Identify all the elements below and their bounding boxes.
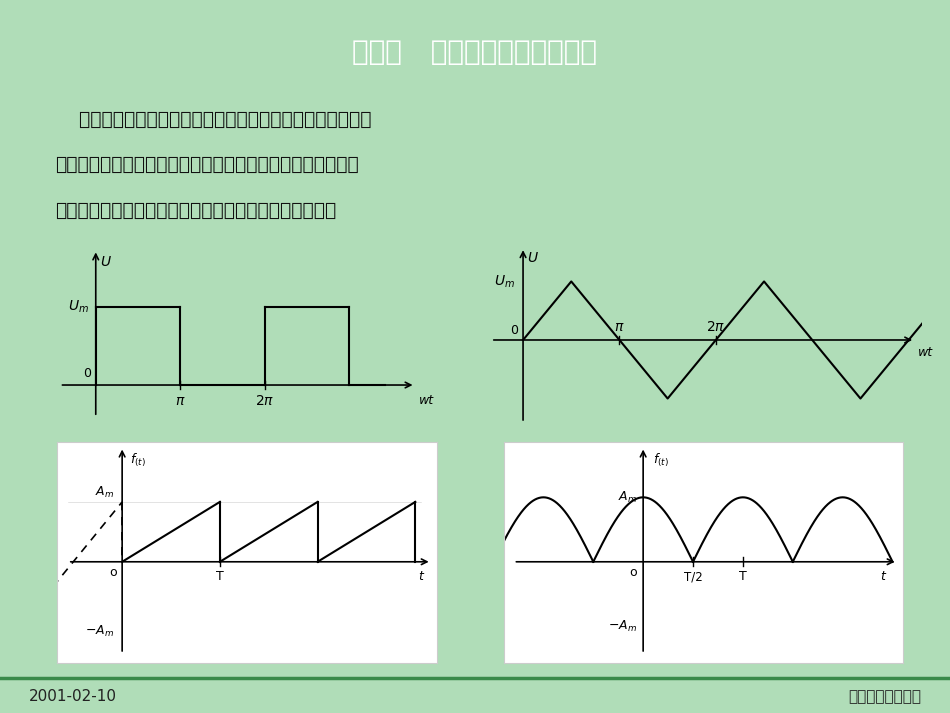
Text: $A_m$: $A_m$	[95, 485, 114, 500]
Text: $-A_m$: $-A_m$	[608, 619, 637, 634]
Text: 在电器工程、无线电及电子工程中，除了前述正弦交流电路: 在电器工程、无线电及电子工程中，除了前述正弦交流电路	[55, 110, 372, 129]
Text: 南京航空航天大学: 南京航空航天大学	[848, 689, 922, 704]
Text: $f_{(t)}$: $f_{(t)}$	[654, 451, 669, 468]
Text: 2001-02-10: 2001-02-10	[28, 689, 117, 704]
Text: 0: 0	[510, 324, 519, 337]
Text: o: o	[630, 566, 637, 580]
Text: U: U	[100, 255, 110, 270]
Text: t: t	[418, 570, 423, 583]
Text: 第五章   非正弦周期电流的电路: 第五章 非正弦周期电流的电路	[352, 38, 598, 66]
Text: T/2: T/2	[684, 570, 702, 583]
Text: wt: wt	[418, 394, 433, 406]
Text: T: T	[739, 570, 747, 583]
Text: T: T	[216, 570, 224, 583]
Text: 外，非正弦电流电路也经常遇到，例如：实验室常用的信号发: 外，非正弦电流电路也经常遇到，例如：实验室常用的信号发	[55, 155, 359, 175]
Text: $f_{(t)}$: $f_{(t)}$	[130, 451, 146, 468]
Text: $U_m$: $U_m$	[67, 298, 88, 315]
Text: $U_m$: $U_m$	[494, 273, 515, 289]
Text: U: U	[527, 251, 538, 265]
Text: wt: wt	[919, 346, 934, 359]
Text: $2\pi$: $2\pi$	[255, 394, 275, 408]
Text: $A_m$: $A_m$	[618, 490, 637, 505]
Text: $-A_m$: $-A_m$	[86, 624, 114, 639]
Text: 生器。除正弦波信号外，还如矩形波电压、锯齿波电压。: 生器。除正弦波信号外，还如矩形波电压、锯齿波电压。	[55, 201, 336, 220]
Text: 0: 0	[84, 367, 91, 380]
Text: o: o	[109, 566, 117, 580]
Text: t: t	[880, 570, 885, 583]
Text: $2\pi$: $2\pi$	[706, 320, 726, 334]
Text: $\pi$: $\pi$	[175, 394, 185, 408]
Text: $\pi$: $\pi$	[615, 320, 625, 334]
